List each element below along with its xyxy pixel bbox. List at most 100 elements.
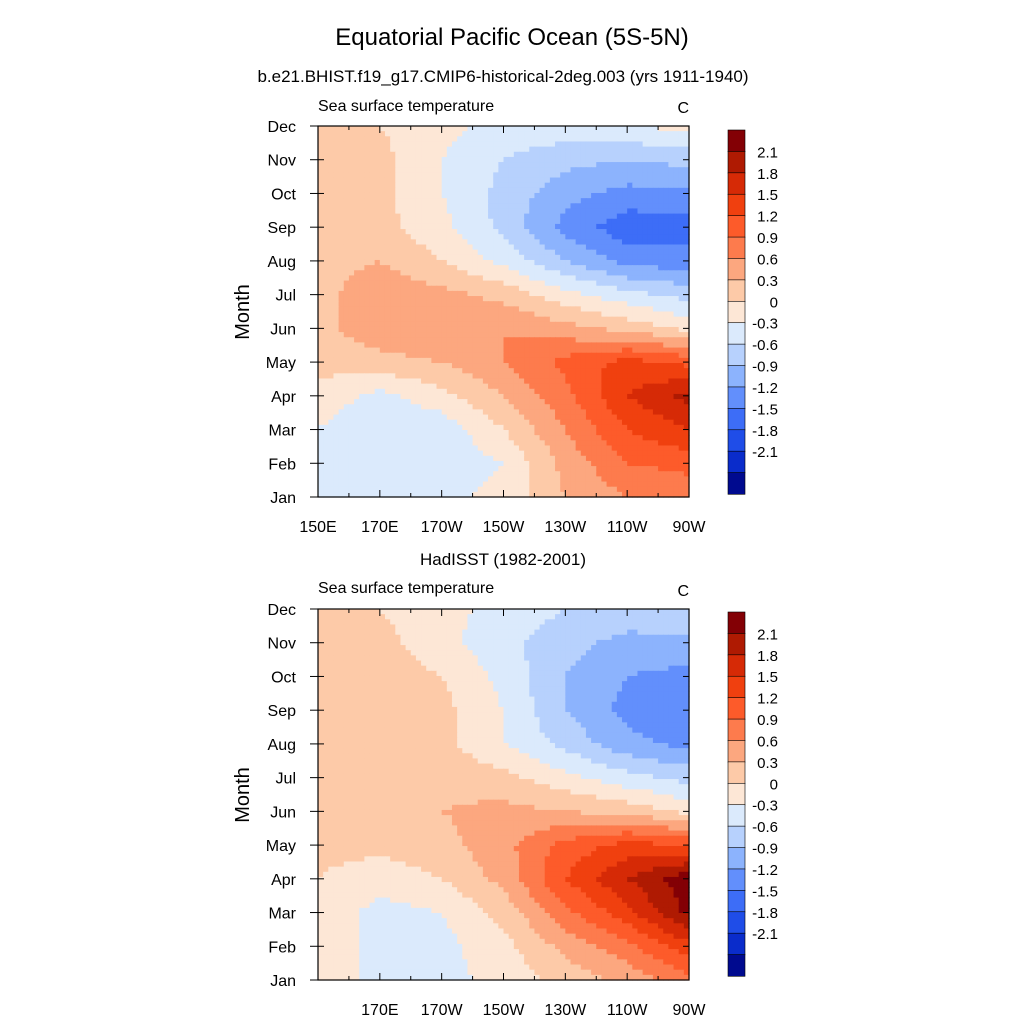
contour-cell — [488, 198, 494, 204]
contour-cell — [457, 296, 463, 302]
contour-cell — [529, 455, 536, 462]
contour-cell — [596, 399, 602, 405]
contour-cell — [364, 151, 371, 158]
contour-cell — [462, 347, 469, 354]
contour-cell — [493, 213, 499, 220]
contour-cell — [348, 177, 355, 184]
contour-cell — [390, 337, 396, 344]
contour-cell — [498, 131, 505, 137]
contour-cell — [493, 198, 499, 204]
contour-cell — [488, 460, 494, 467]
contour-cell — [518, 393, 525, 400]
contour-cell — [518, 430, 525, 436]
contour-cell — [529, 187, 536, 194]
contour-cell — [482, 424, 489, 431]
contour-cell — [534, 131, 541, 137]
contour-cell — [683, 296, 690, 302]
contour-cell — [539, 332, 546, 338]
contour-cell — [384, 455, 391, 462]
contour-cell — [457, 146, 463, 153]
contour-cell — [384, 218, 391, 225]
contour-cell — [518, 357, 525, 364]
contour-cell — [451, 213, 458, 220]
contour-cell — [318, 430, 324, 436]
contour-cell — [534, 383, 541, 390]
contour-cell — [348, 424, 355, 431]
contour-cell — [658, 440, 664, 447]
contour-cell — [611, 131, 618, 137]
contour-cell — [663, 383, 669, 390]
contour-cell — [441, 455, 448, 462]
contour-cell — [580, 337, 587, 344]
contour-cell — [580, 383, 587, 390]
contour-cell — [683, 383, 690, 390]
contour-cell — [647, 265, 654, 271]
contour-cell — [565, 285, 572, 292]
contour-cell — [622, 270, 628, 277]
contour-cell — [565, 311, 572, 318]
contour-cell — [565, 476, 572, 483]
contour-cell — [405, 435, 412, 441]
contour-cell — [627, 409, 633, 416]
contour-cell — [493, 399, 499, 405]
contour-cell — [673, 223, 680, 230]
contour-cell — [472, 151, 479, 158]
contour-cell — [354, 332, 360, 338]
contour-cell — [622, 244, 628, 251]
contour-cell — [421, 285, 427, 292]
contour-cell — [472, 450, 479, 457]
contour-cell — [374, 244, 381, 251]
contour-cell — [555, 239, 561, 246]
contour-cell — [421, 156, 427, 163]
contour-cell — [467, 131, 474, 137]
contour-cell — [616, 296, 623, 302]
contour-cell — [622, 352, 628, 359]
contour-cell — [627, 321, 633, 328]
contour-cell — [601, 198, 608, 204]
contour-cell — [318, 244, 324, 251]
contour-cell — [508, 136, 515, 143]
contour-cell — [678, 275, 685, 282]
contour-cell — [575, 239, 582, 246]
contour-cell — [632, 404, 639, 410]
contour-cell — [555, 244, 561, 251]
contour-cell — [328, 244, 335, 251]
contour-cell — [580, 471, 587, 477]
contour-cell — [369, 270, 376, 277]
contour-cell — [503, 172, 510, 179]
contour-cell — [333, 352, 340, 359]
contour-cell — [591, 234, 597, 240]
contour-cell — [575, 208, 582, 215]
contour-cell — [529, 450, 536, 457]
contour-cell — [318, 187, 324, 194]
contour-cell — [421, 430, 427, 436]
contour-cell — [622, 455, 628, 462]
contour-cell — [436, 301, 443, 307]
contour-cell — [555, 229, 561, 235]
contour-cell — [318, 234, 324, 240]
contour-cell — [642, 476, 649, 483]
contour-cell — [421, 342, 427, 349]
contour-cell — [668, 445, 675, 452]
contour-cell — [498, 198, 505, 204]
contour-cell — [642, 172, 649, 179]
contour-cell — [591, 445, 597, 452]
contour-cell — [323, 141, 329, 148]
contour-cell — [498, 368, 505, 374]
contour-cell — [472, 373, 479, 380]
contour-cell — [544, 126, 551, 132]
contour-cell — [673, 383, 680, 390]
contour-cell — [555, 440, 561, 447]
contour-cell — [400, 404, 407, 410]
contour-cell — [457, 311, 463, 318]
contour-cell — [338, 182, 345, 189]
contour-cell — [395, 239, 402, 246]
contour-cell — [518, 326, 525, 333]
contour-cell — [426, 476, 432, 483]
contour-cell — [570, 332, 577, 338]
contour-cell — [477, 388, 484, 395]
contour-cell — [575, 347, 582, 354]
contour-cell — [596, 296, 602, 302]
contour-cell — [616, 244, 623, 251]
